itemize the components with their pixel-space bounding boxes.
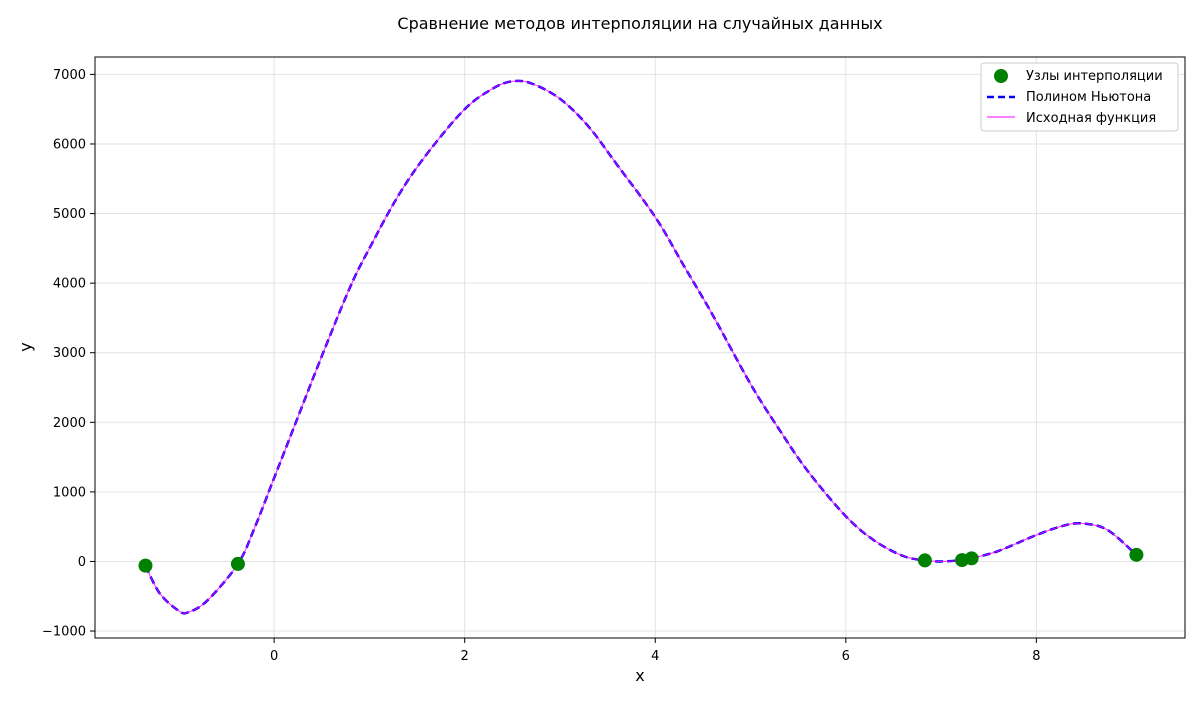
legend-label-nodes: Узлы интерполяции	[1026, 69, 1163, 84]
x-tick-label: 2	[461, 649, 469, 664]
legend-box	[980, 62, 1179, 132]
y-tick-label: 5000	[53, 207, 86, 222]
legend-marker-nodes	[994, 69, 1008, 83]
x-tick-label: 0	[270, 649, 278, 664]
interpolation-node-point	[230, 556, 245, 571]
y-tick-label: 7000	[53, 68, 86, 83]
y-axis-label: y	[16, 342, 35, 351]
y-tick-label: 3000	[53, 346, 86, 361]
x-tick-label: 8	[1032, 649, 1040, 664]
y-tick-label: −1000	[42, 625, 86, 640]
interpolation-node-point	[917, 553, 932, 568]
plot-area	[138, 79, 1144, 615]
interpolation-node-point	[1129, 547, 1144, 562]
chart-title: Сравнение методов интерполяции на случай…	[397, 14, 882, 33]
y-tick-label: 4000	[53, 277, 86, 292]
interpolation-node-point	[138, 558, 153, 573]
y-tick-label: 0	[78, 555, 86, 570]
legend-label-original: Исходная функция	[1026, 111, 1156, 126]
legend-label-newton: Полином Ньютона	[1026, 90, 1151, 105]
grid	[95, 57, 1185, 638]
legend: Узлы интерполяции Полином Ньютона Исходн…	[980, 62, 1179, 132]
y-tick-label: 1000	[53, 485, 86, 500]
interpolation-node-point	[964, 551, 979, 566]
axes-frame	[94, 56, 1186, 639]
x-tick-label: 6	[842, 649, 850, 664]
x-axis-label: x	[635, 666, 644, 685]
y-tick-label: 6000	[53, 137, 86, 152]
x-tick-label: 4	[651, 649, 659, 664]
axes: 0 2 4 6 8 −1000 0 1000 2000 3000 4000 5000 6000 7000	[42, 56, 1186, 664]
y-tick-label: 2000	[53, 416, 86, 431]
